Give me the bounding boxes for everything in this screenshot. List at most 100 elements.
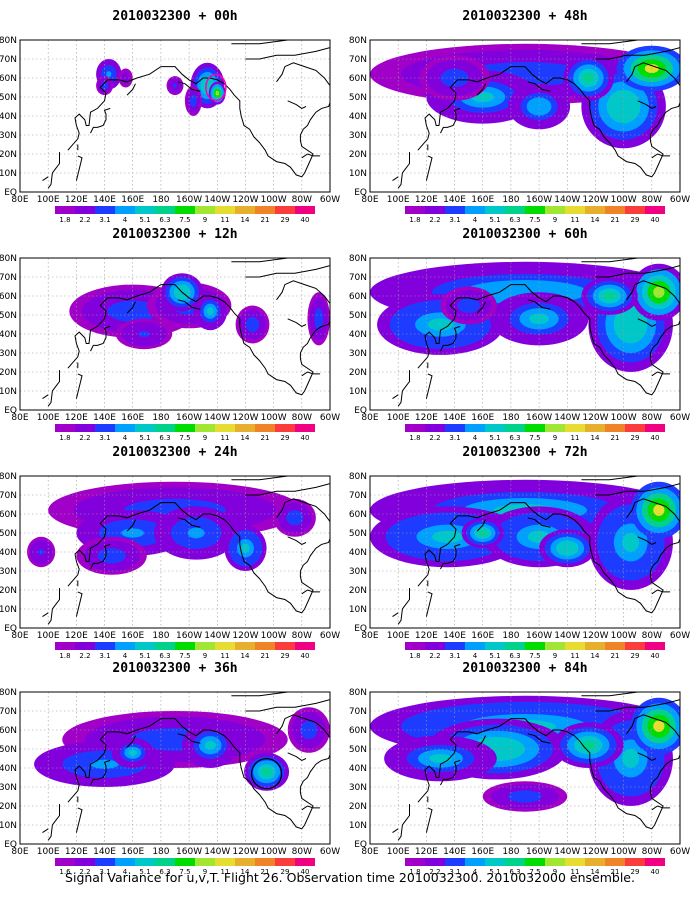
coastline: [581, 40, 638, 45]
variance-contour-fill: [102, 83, 107, 88]
coastline: [299, 102, 330, 136]
x-tick-label: 80W: [642, 631, 662, 641]
map-panel: 2010032300 + 00h EQ 10N 20N 30N 40N 50N 60N 70N 8…: [0, 9, 340, 224]
y-tick-label: 70N: [0, 491, 17, 501]
coastline: [126, 301, 136, 314]
map-grid: [370, 692, 680, 844]
map-background: [20, 40, 330, 192]
x-tick-label: 160E: [471, 195, 494, 205]
y-tick-label: 70N: [0, 273, 17, 283]
colorbar-swatch: [585, 858, 605, 866]
coastline: [90, 107, 111, 134]
x-tick-label: 100E: [387, 195, 410, 205]
colorbar-label: 11: [571, 434, 580, 442]
colorbar-label: 5.1: [489, 434, 500, 442]
y-tick-label: 20N: [0, 586, 17, 596]
x-tick-label: 120E: [65, 413, 88, 423]
map-frame: [369, 475, 681, 629]
y-tick-label: 30N: [0, 131, 17, 141]
coastline: [637, 536, 657, 545]
y-tick-label: EQ: [4, 406, 17, 416]
colorbar-swatch: [425, 858, 445, 866]
coastline: [595, 265, 680, 278]
x-tick-label: 60W: [670, 631, 690, 641]
coastline: [392, 176, 399, 182]
colorbar-label: 3.1: [99, 652, 110, 660]
coastline: [299, 538, 330, 572]
colorbar-swatch: [445, 858, 465, 866]
colorbar-label: 11: [221, 216, 230, 224]
y-tick-label: 60N: [349, 510, 367, 520]
y-tick-label: 30N: [349, 567, 367, 577]
colorbar-label: 11: [221, 434, 230, 442]
colorbar-swatch: [525, 858, 545, 866]
colorbar-swatch: [605, 206, 625, 214]
coastline: [649, 538, 680, 572]
coastline: [75, 591, 83, 617]
colorbar-swatch: [625, 206, 645, 214]
colorbar-swatch: [215, 858, 235, 866]
x-tick-label: 80W: [642, 195, 662, 205]
map-panel: 2010032300 + 72h EQ 10N 20N 30N 40N 50N 60N 70N 8…: [349, 445, 690, 660]
colorbar-label: 1.8: [409, 652, 420, 660]
y-tick-label: 60N: [0, 726, 17, 736]
map-panel: 2010032300 + 12h EQ 10N 20N 30N 40N 50N 60N 70N 8…: [0, 227, 340, 442]
coastline: [476, 735, 486, 748]
x-tick-label: 160E: [121, 195, 144, 205]
coastline: [287, 752, 307, 761]
x-tick-label: 140W: [204, 631, 230, 641]
y-tick-label: 10N: [0, 387, 17, 397]
panel-title: 2010032300 + 60h: [462, 227, 587, 242]
coastline: [67, 284, 314, 396]
y-tick-label: 70N: [349, 273, 367, 283]
colorbar-label: 14: [241, 216, 250, 224]
coastline: [417, 502, 664, 614]
x-tick-label: 120E: [415, 847, 438, 857]
y-tick-label: 10N: [0, 605, 17, 615]
colorbar-label: 29: [631, 216, 640, 224]
x-tick-label: 60W: [320, 631, 340, 641]
x-tick-label: 160W: [526, 847, 552, 857]
x-tick-label: 100E: [387, 631, 410, 641]
coastline: [231, 40, 288, 45]
coastline: [245, 699, 330, 712]
colorbar-label: 7.5: [529, 434, 540, 442]
x-tick-label: 140E: [93, 847, 116, 857]
colorbar-label: 6.3: [159, 216, 170, 224]
x-tick-label: 120E: [415, 413, 438, 423]
y-tick-label: 30N: [349, 349, 367, 359]
observation-contour: [205, 73, 227, 102]
colorbar-label: 21: [261, 434, 270, 442]
variance-contour-fill: [653, 720, 665, 732]
colorbar-swatch: [75, 642, 95, 650]
y-tick-label: 10N: [349, 387, 367, 397]
colorbar-label: 11: [571, 216, 580, 224]
x-tick-label: 160W: [176, 847, 202, 857]
map-panel: 2010032300 + 84h EQ 10N 20N 30N 40N 50N 60N 70N 8…: [349, 661, 690, 876]
panel-title: 2010032300 + 24h: [112, 445, 237, 460]
colorbar-swatch: [295, 858, 315, 866]
y-tick-label: 60N: [0, 74, 17, 84]
colorbar-label: 6.3: [159, 434, 170, 442]
colorbar-label: 21: [261, 868, 270, 876]
coastline: [301, 371, 321, 377]
coastline: [476, 83, 486, 96]
map-panel: 2010032300 + 24h EQ 10N 20N 30N 40N 50N 60N 70N 8…: [0, 445, 340, 660]
colorbar-swatch: [525, 642, 545, 650]
colorbar-swatch: [135, 858, 155, 866]
x-tick-label: 160W: [526, 195, 552, 205]
colorbar-label: 11: [221, 652, 230, 660]
y-tick-label: 40N: [0, 548, 17, 558]
x-tick-label: 140E: [443, 631, 466, 641]
x-tick-label: 80E: [361, 195, 378, 205]
y-tick-label: 50N: [349, 311, 367, 321]
colorbar-swatch: [175, 858, 195, 866]
panel-title: 2010032300 + 48h: [462, 9, 587, 24]
colorbar-swatch: [135, 206, 155, 214]
coastline: [392, 612, 399, 618]
colorbar-swatch: [215, 424, 235, 432]
colorbar-swatch: [295, 642, 315, 650]
coastline: [425, 373, 433, 399]
colorbar-label: 40: [301, 652, 310, 660]
y-tick-label: 50N: [0, 93, 17, 103]
